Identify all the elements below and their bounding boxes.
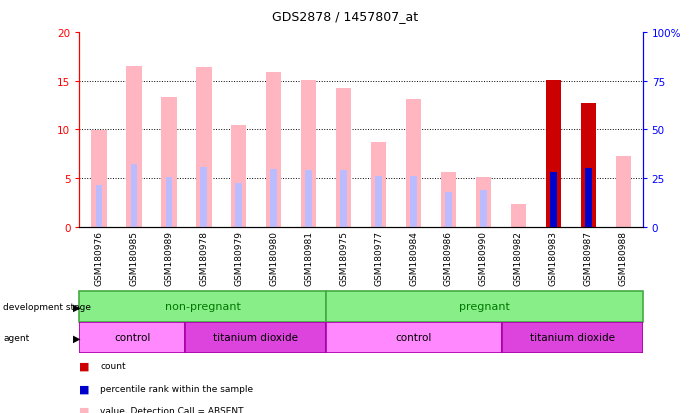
Text: value, Detection Call = ABSENT: value, Detection Call = ABSENT <box>100 406 244 413</box>
Bar <box>79 291 326 322</box>
Text: ▶: ▶ <box>73 332 80 343</box>
Bar <box>161 98 176 227</box>
Text: count: count <box>100 361 126 370</box>
Text: GSM180980: GSM180980 <box>269 230 278 285</box>
Bar <box>91 131 106 227</box>
Text: GSM180989: GSM180989 <box>164 230 173 285</box>
Bar <box>196 68 211 227</box>
Text: GSM180979: GSM180979 <box>234 230 243 285</box>
Text: percentile rank within the sample: percentile rank within the sample <box>100 384 254 393</box>
Bar <box>585 183 591 227</box>
Text: ▶: ▶ <box>73 301 80 312</box>
Bar <box>126 67 142 227</box>
Bar <box>336 88 352 227</box>
Text: GSM180988: GSM180988 <box>619 230 628 285</box>
Text: GSM180978: GSM180978 <box>199 230 208 285</box>
Bar <box>580 104 596 227</box>
Bar <box>341 171 347 227</box>
Bar <box>616 156 632 227</box>
Bar <box>326 291 643 322</box>
Bar <box>79 322 185 353</box>
Text: GSM180986: GSM180986 <box>444 230 453 285</box>
Bar <box>305 171 312 227</box>
Text: development stage: development stage <box>3 302 91 311</box>
Bar <box>236 183 242 227</box>
Text: GSM180983: GSM180983 <box>549 230 558 285</box>
Bar <box>370 143 386 227</box>
Bar <box>375 177 381 227</box>
Text: GSM180987: GSM180987 <box>584 230 593 285</box>
Bar <box>166 178 172 227</box>
Bar <box>131 165 137 227</box>
Text: GSM180976: GSM180976 <box>94 230 103 285</box>
Text: control: control <box>114 332 151 343</box>
Bar <box>546 81 561 227</box>
Text: GSM180990: GSM180990 <box>479 230 488 285</box>
Bar <box>301 81 316 227</box>
Bar <box>550 173 556 227</box>
Bar <box>185 322 326 353</box>
Bar <box>410 177 417 227</box>
Bar <box>200 168 207 227</box>
Text: GSM180975: GSM180975 <box>339 230 348 285</box>
Bar <box>502 322 643 353</box>
Text: GSM180977: GSM180977 <box>374 230 383 285</box>
Bar <box>326 322 502 353</box>
Text: control: control <box>396 332 432 343</box>
Text: ■: ■ <box>79 406 90 413</box>
Text: GSM180985: GSM180985 <box>129 230 138 285</box>
Bar <box>441 173 456 227</box>
Text: pregnant: pregnant <box>459 301 510 312</box>
Bar <box>231 125 247 227</box>
Text: agent: agent <box>3 333 30 342</box>
Bar <box>95 185 102 227</box>
Bar <box>511 205 527 227</box>
Text: titanium dioxide: titanium dioxide <box>213 332 298 343</box>
Bar <box>406 100 422 227</box>
Text: GDS2878 / 1457807_at: GDS2878 / 1457807_at <box>272 10 419 23</box>
Text: GSM180981: GSM180981 <box>304 230 313 285</box>
Text: titanium dioxide: titanium dioxide <box>530 332 615 343</box>
Bar <box>266 73 281 227</box>
Bar <box>480 190 486 227</box>
Bar <box>445 192 452 227</box>
Text: ■: ■ <box>79 383 90 393</box>
Text: ■: ■ <box>79 361 90 370</box>
Text: non-pregnant: non-pregnant <box>164 301 240 312</box>
Text: GSM180982: GSM180982 <box>514 230 523 285</box>
Text: GSM180984: GSM180984 <box>409 230 418 285</box>
Bar <box>585 169 591 227</box>
Bar <box>270 170 277 227</box>
Bar <box>475 178 491 227</box>
